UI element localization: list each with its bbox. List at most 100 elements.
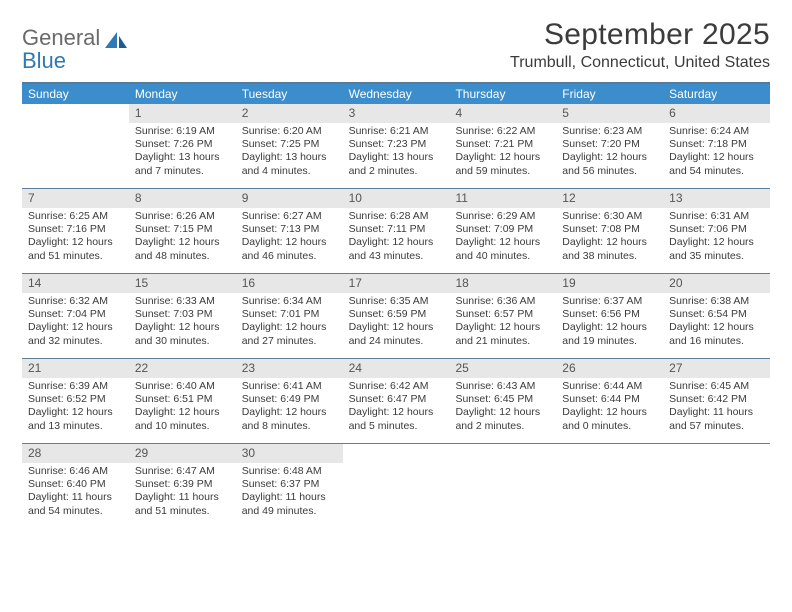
day-number: 11: [449, 189, 556, 207]
sunrise-text: Sunrise: 6:30 AM: [562, 210, 657, 223]
sunrise-text: Sunrise: 6:36 AM: [455, 295, 550, 308]
day-body: Sunrise: 6:20 AMSunset: 7:25 PMDaylight:…: [236, 123, 343, 183]
sunrise-text: Sunrise: 6:42 AM: [349, 380, 444, 393]
sunrise-text: Sunrise: 6:22 AM: [455, 125, 550, 138]
daylight-text: Daylight: 12 hours and 2 minutes.: [455, 406, 550, 433]
logo-word-1: General: [22, 25, 100, 50]
daylight-text: Daylight: 12 hours and 40 minutes.: [455, 236, 550, 263]
day-body: Sunrise: 6:23 AMSunset: 7:20 PMDaylight:…: [556, 123, 663, 183]
sunset-text: Sunset: 6:51 PM: [135, 393, 230, 406]
day-cell: 20Sunrise: 6:38 AMSunset: 6:54 PMDayligh…: [663, 274, 770, 358]
logo-word-2: Blue: [22, 48, 66, 73]
sunset-text: Sunset: 6:52 PM: [28, 393, 123, 406]
header: General Blue September 2025 Trumbull, Co…: [22, 18, 770, 72]
day-cell: 1Sunrise: 6:19 AMSunset: 7:26 PMDaylight…: [129, 104, 236, 188]
weekday-cell: Wednesday: [343, 84, 450, 104]
day-number: 7: [22, 189, 129, 207]
day-cell: 19Sunrise: 6:37 AMSunset: 6:56 PMDayligh…: [556, 274, 663, 358]
sunset-text: Sunset: 6:45 PM: [455, 393, 550, 406]
day-body: Sunrise: 6:27 AMSunset: 7:13 PMDaylight:…: [236, 208, 343, 268]
day-cell: .: [449, 444, 556, 528]
day-body: Sunrise: 6:38 AMSunset: 6:54 PMDaylight:…: [663, 293, 770, 353]
weekday-cell: Tuesday: [236, 84, 343, 104]
day-cell: 5Sunrise: 6:23 AMSunset: 7:20 PMDaylight…: [556, 104, 663, 188]
sunrise-text: Sunrise: 6:45 AM: [669, 380, 764, 393]
day-number: 21: [22, 359, 129, 377]
day-body: Sunrise: 6:25 AMSunset: 7:16 PMDaylight:…: [22, 208, 129, 268]
daylight-text: Daylight: 12 hours and 38 minutes.: [562, 236, 657, 263]
day-body: Sunrise: 6:33 AMSunset: 7:03 PMDaylight:…: [129, 293, 236, 353]
daylight-text: Daylight: 11 hours and 49 minutes.: [242, 491, 337, 518]
day-number: 24: [343, 359, 450, 377]
week-row: 7Sunrise: 6:25 AMSunset: 7:16 PMDaylight…: [22, 189, 770, 274]
daylight-text: Daylight: 12 hours and 43 minutes.: [349, 236, 444, 263]
day-number: 28: [22, 444, 129, 462]
day-number: 6: [663, 104, 770, 122]
sunset-text: Sunset: 6:39 PM: [135, 478, 230, 491]
day-body: Sunrise: 6:37 AMSunset: 6:56 PMDaylight:…: [556, 293, 663, 353]
day-body: Sunrise: 6:36 AMSunset: 6:57 PMDaylight:…: [449, 293, 556, 353]
daylight-text: Daylight: 12 hours and 46 minutes.: [242, 236, 337, 263]
logo-text: General Blue: [22, 26, 100, 72]
day-body: Sunrise: 6:31 AMSunset: 7:06 PMDaylight:…: [663, 208, 770, 268]
sunrise-text: Sunrise: 6:44 AM: [562, 380, 657, 393]
day-number: 26: [556, 359, 663, 377]
day-cell: 7Sunrise: 6:25 AMSunset: 7:16 PMDaylight…: [22, 189, 129, 273]
day-number: 16: [236, 274, 343, 292]
sunset-text: Sunset: 7:16 PM: [28, 223, 123, 236]
daylight-text: Daylight: 12 hours and 10 minutes.: [135, 406, 230, 433]
day-body: Sunrise: 6:30 AMSunset: 7:08 PMDaylight:…: [556, 208, 663, 268]
day-cell: 28Sunrise: 6:46 AMSunset: 6:40 PMDayligh…: [22, 444, 129, 528]
sunrise-text: Sunrise: 6:47 AM: [135, 465, 230, 478]
day-body: Sunrise: 6:48 AMSunset: 6:37 PMDaylight:…: [236, 463, 343, 523]
sunset-text: Sunset: 6:57 PM: [455, 308, 550, 321]
day-number: 5: [556, 104, 663, 122]
daylight-text: Daylight: 12 hours and 16 minutes.: [669, 321, 764, 348]
calendar-grid: SundayMondayTuesdayWednesdayThursdayFrid…: [22, 82, 770, 528]
day-body: Sunrise: 6:24 AMSunset: 7:18 PMDaylight:…: [663, 123, 770, 183]
sunset-text: Sunset: 6:42 PM: [669, 393, 764, 406]
day-cell: .: [663, 444, 770, 528]
day-number: 20: [663, 274, 770, 292]
weekday-cell: Saturday: [663, 84, 770, 104]
sunrise-text: Sunrise: 6:46 AM: [28, 465, 123, 478]
week-row: 28Sunrise: 6:46 AMSunset: 6:40 PMDayligh…: [22, 444, 770, 528]
logo: General Blue: [22, 18, 129, 72]
day-cell: 18Sunrise: 6:36 AMSunset: 6:57 PMDayligh…: [449, 274, 556, 358]
daylight-text: Daylight: 12 hours and 19 minutes.: [562, 321, 657, 348]
weekday-cell: Monday: [129, 84, 236, 104]
day-number: 30: [236, 444, 343, 462]
sunset-text: Sunset: 7:06 PM: [669, 223, 764, 236]
sunrise-text: Sunrise: 6:43 AM: [455, 380, 550, 393]
daylight-text: Daylight: 13 hours and 7 minutes.: [135, 151, 230, 178]
daylight-text: Daylight: 12 hours and 56 minutes.: [562, 151, 657, 178]
sunset-text: Sunset: 7:21 PM: [455, 138, 550, 151]
day-cell: 8Sunrise: 6:26 AMSunset: 7:15 PMDaylight…: [129, 189, 236, 273]
logo-sail-icon: [103, 30, 129, 52]
sunrise-text: Sunrise: 6:38 AM: [669, 295, 764, 308]
daylight-text: Daylight: 12 hours and 13 minutes.: [28, 406, 123, 433]
sunrise-text: Sunrise: 6:48 AM: [242, 465, 337, 478]
sunrise-text: Sunrise: 6:39 AM: [28, 380, 123, 393]
day-number: 29: [129, 444, 236, 462]
sunset-text: Sunset: 7:26 PM: [135, 138, 230, 151]
daylight-text: Daylight: 13 hours and 4 minutes.: [242, 151, 337, 178]
sunrise-text: Sunrise: 6:21 AM: [349, 125, 444, 138]
sunrise-text: Sunrise: 6:19 AM: [135, 125, 230, 138]
day-cell: 3Sunrise: 6:21 AMSunset: 7:23 PMDaylight…: [343, 104, 450, 188]
day-cell: 27Sunrise: 6:45 AMSunset: 6:42 PMDayligh…: [663, 359, 770, 443]
daylight-text: Daylight: 13 hours and 2 minutes.: [349, 151, 444, 178]
sunrise-text: Sunrise: 6:20 AM: [242, 125, 337, 138]
day-number: 15: [129, 274, 236, 292]
daylight-text: Daylight: 12 hours and 27 minutes.: [242, 321, 337, 348]
day-cell: .: [343, 444, 450, 528]
day-body: Sunrise: 6:28 AMSunset: 7:11 PMDaylight:…: [343, 208, 450, 268]
weekday-cell: Thursday: [449, 84, 556, 104]
daylight-text: Daylight: 12 hours and 5 minutes.: [349, 406, 444, 433]
day-body: Sunrise: 6:41 AMSunset: 6:49 PMDaylight:…: [236, 378, 343, 438]
day-number: 27: [663, 359, 770, 377]
sunset-text: Sunset: 7:08 PM: [562, 223, 657, 236]
day-number: 19: [556, 274, 663, 292]
day-body: Sunrise: 6:40 AMSunset: 6:51 PMDaylight:…: [129, 378, 236, 438]
day-cell: 2Sunrise: 6:20 AMSunset: 7:25 PMDaylight…: [236, 104, 343, 188]
